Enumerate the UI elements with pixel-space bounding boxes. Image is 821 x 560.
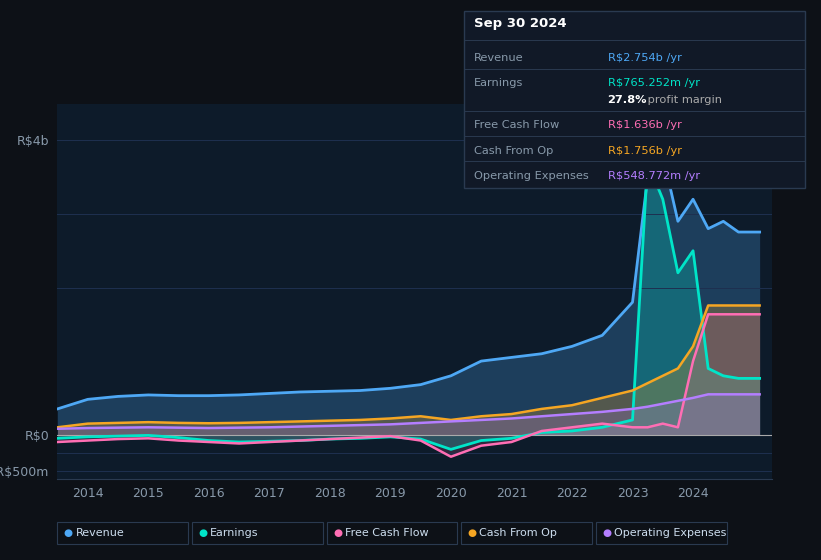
Text: Revenue: Revenue <box>474 53 523 63</box>
Text: Sep 30 2024: Sep 30 2024 <box>474 17 566 30</box>
Text: R$2.754b /yr: R$2.754b /yr <box>608 53 681 63</box>
Text: profit margin: profit margin <box>644 95 722 105</box>
Text: ●: ● <box>468 528 476 538</box>
Text: R$1.636b /yr: R$1.636b /yr <box>608 120 681 130</box>
Text: Earnings: Earnings <box>210 528 259 538</box>
Text: ●: ● <box>64 528 72 538</box>
Text: R$548.772m /yr: R$548.772m /yr <box>608 171 699 181</box>
Text: R$765.252m /yr: R$765.252m /yr <box>608 78 699 88</box>
Text: Cash From Op: Cash From Op <box>479 528 557 538</box>
Text: ●: ● <box>603 528 611 538</box>
Text: ●: ● <box>333 528 342 538</box>
Text: Cash From Op: Cash From Op <box>474 146 553 156</box>
Text: Free Cash Flow: Free Cash Flow <box>474 120 559 130</box>
Text: Revenue: Revenue <box>76 528 124 538</box>
Text: Earnings: Earnings <box>474 78 523 88</box>
Text: Operating Expenses: Operating Expenses <box>474 171 589 181</box>
Text: R$1.756b /yr: R$1.756b /yr <box>608 146 681 156</box>
Text: Operating Expenses: Operating Expenses <box>614 528 727 538</box>
Text: Free Cash Flow: Free Cash Flow <box>345 528 429 538</box>
Text: 27.8%: 27.8% <box>608 95 647 105</box>
Text: ●: ● <box>199 528 207 538</box>
